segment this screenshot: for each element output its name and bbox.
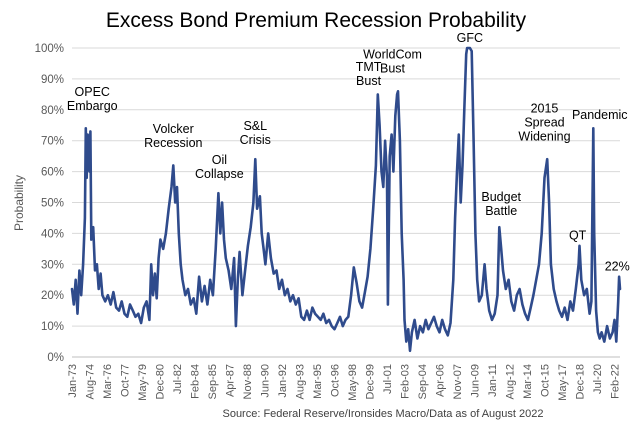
x-tick-label: Dec-80 (154, 364, 166, 399)
x-tick-label: May-79 (137, 364, 149, 401)
annotation-label: Crisis (240, 133, 271, 147)
y-tick-label: 100% (35, 43, 64, 55)
y-axis-label: Probability (12, 175, 26, 231)
x-axis-ticks: Jan-73 Aug-74 Mar-76 Oct-77 May-79 Dec-80 Jul-… (67, 364, 621, 401)
annotation-label: OPEC (75, 85, 110, 99)
annotation-label: Bust (356, 74, 382, 88)
annotation: 22% (605, 259, 630, 273)
x-tick-label: Aug-74 (84, 364, 96, 399)
source-note: Source: Federal Reserve/Ironsides Macro/… (222, 408, 543, 420)
x-tick-label: Dec-18 (574, 364, 586, 399)
series-layer (70, 46, 622, 353)
x-tick-label: Jan-73 (67, 364, 79, 398)
y-tick-label: 50% (41, 198, 64, 210)
x-tick-label: Jan-92 (277, 364, 289, 398)
x-tick-label: Feb-03 (399, 364, 411, 399)
annotation: GFC (457, 31, 483, 45)
x-tick-label: Mar-95 (312, 364, 324, 399)
x-tick-label: Apr-06 (434, 364, 446, 397)
annotation-label: S&L (243, 119, 267, 133)
x-tick-label: Jul-82 (172, 364, 184, 394)
annotation-label: Volcker (153, 122, 194, 136)
annotation-label: Embargo (67, 99, 118, 113)
annotation-label: Bust (380, 62, 406, 76)
x-tick-label: Sep-04 (417, 364, 429, 399)
annotation-label: Spread (524, 116, 564, 130)
annotation-label: 22% (605, 259, 630, 273)
x-tick-label: Jul-20 (592, 364, 604, 394)
x-tick-label: Oct-96 (329, 364, 341, 397)
x-tick-label: Aug-93 (294, 364, 306, 399)
annotation: Pandemic (572, 108, 628, 122)
x-tick-label: Nov-07 (452, 364, 464, 399)
x-tick-label: Feb-84 (189, 364, 201, 399)
series-line (70, 46, 622, 353)
x-tick-label: Sep-85 (207, 364, 219, 399)
y-tick-label: 30% (41, 259, 64, 271)
x-tick-label: Jun-09 (469, 364, 481, 398)
x-tick-label: Aug-12 (504, 364, 516, 399)
x-tick-label: Mar-14 (522, 364, 534, 399)
annotation-label: Oil (212, 153, 227, 167)
x-tick-label: Jul-01 (382, 364, 394, 394)
x-tick-label: May-17 (557, 364, 569, 401)
x-tick-label: Nov-88 (242, 364, 254, 399)
x-tick-label: Oct-77 (119, 364, 131, 397)
y-tick-label: 80% (41, 105, 64, 117)
annotation-label: Collapse (195, 167, 244, 181)
x-tick-label: Feb-22 (609, 364, 621, 399)
x-tick-label: Dec-99 (364, 364, 376, 399)
chart-title: Excess Bond Premium Recession Probabilit… (106, 9, 527, 32)
annotation: QT (569, 229, 587, 243)
y-tick-label: 10% (41, 321, 64, 333)
y-tick-label: 90% (41, 74, 64, 86)
y-tick-label: 60% (41, 167, 64, 179)
x-tick-label: Jun-90 (259, 364, 271, 398)
y-tick-label: 70% (41, 136, 64, 148)
y-tick-label: 20% (41, 290, 64, 302)
x-tick-label: Mar-76 (102, 364, 114, 399)
y-tick-label: 0% (47, 352, 64, 364)
gridlines (72, 47, 620, 358)
x-tick-label: Oct-15 (539, 364, 551, 397)
annotation-label: Recession (144, 136, 202, 150)
annotation-label: Battle (485, 204, 517, 218)
annotation-label: Widening (518, 130, 570, 144)
annotation-label: Pandemic (572, 108, 628, 122)
annotation-label: Budget (481, 190, 521, 204)
y-axis-ticks: 0% 10% 20% 30% 40% 50% 60% 70% 80% 90% 100% (35, 43, 64, 364)
annotation-label: QT (569, 229, 587, 243)
annotation-label: 2015 (531, 102, 559, 116)
x-tick-label: May-98 (347, 364, 359, 401)
x-tick-label: Jan-11 (487, 364, 499, 397)
x-tick-label: Apr-87 (224, 364, 236, 397)
annotation-label: TMT (356, 60, 382, 74)
y-tick-label: 40% (41, 228, 64, 240)
annotation-label: GFC (457, 31, 483, 45)
annotation-label: WorldCom (363, 48, 422, 62)
